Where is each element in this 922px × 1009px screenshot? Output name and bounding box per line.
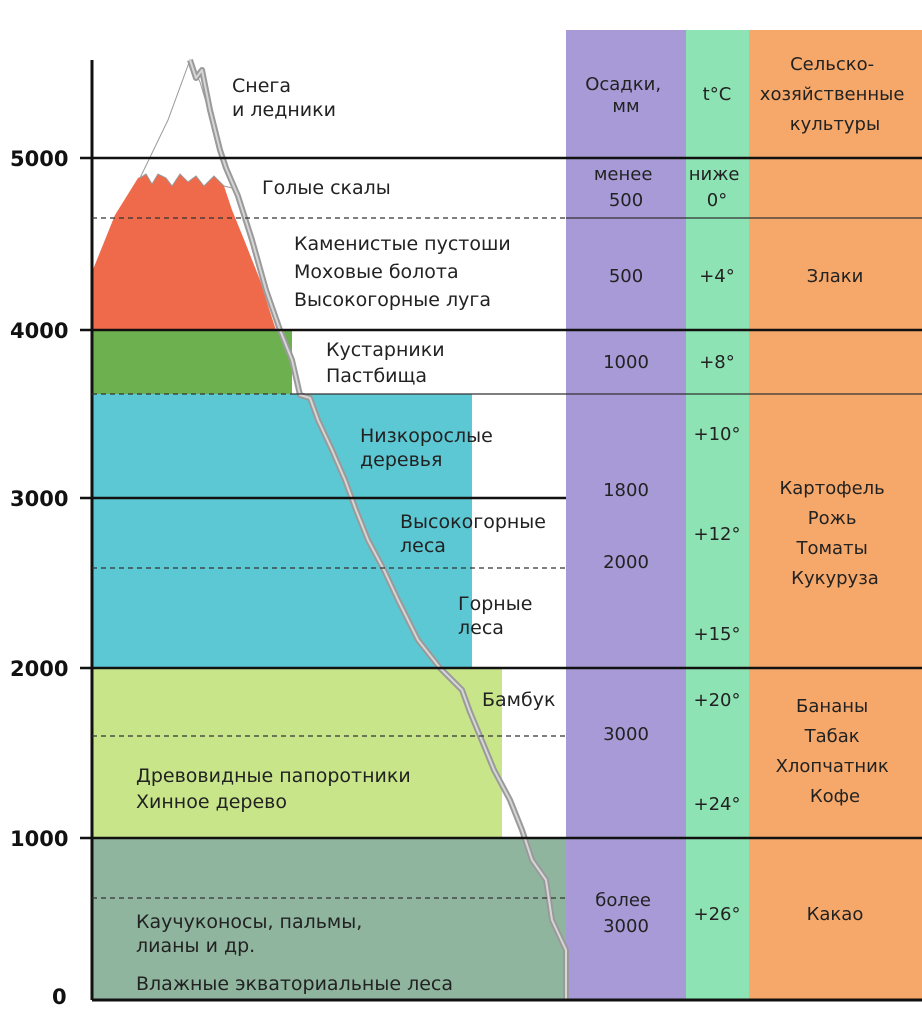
header-temperature: t°C [703,84,732,105]
label-mountain-forests: Горные леса [458,593,538,639]
crops-temperate: Картофель Рожь Томаты Кукуруза [779,478,890,589]
temp-bamboo: +20° [694,690,741,711]
temp-mountain-forests: +15° [694,624,741,645]
tick-0: 0 [52,985,67,1009]
header-precipitation: Осадки, мм [585,74,667,117]
fern-forest-band [92,668,502,838]
precip-low-trees: 1800 [603,480,649,501]
temp-4000-5000: +4° [699,266,735,287]
precip-equatorial: более 3000 [595,890,657,937]
mountain-snow-peak [138,58,233,189]
temp-equatorial: +26° [694,904,741,925]
tick-1000: 1000 [10,827,68,851]
label-low-trees: Низкорослые деревья [360,425,499,471]
equatorial-forest-band [92,838,566,1000]
precip-above-5000: менее 500 [594,164,658,211]
temp-above-5000: ниже 0° [689,164,746,211]
tick-4000: 4000 [10,319,68,343]
label-snow-glaciers: Снега и ледники [232,75,336,121]
label-shrubs-pastures: Кустарники Пастбища [326,339,451,387]
precip-4000-5000: 500 [609,266,643,287]
precip-forests: 2000 [603,552,649,573]
crops-tropical: Бананы Табак Хлопчатник Кофе [776,696,895,807]
label-tree-ferns: Древовидные папоротники Хинное дерево [136,765,417,813]
label-stony-highlands: Каменистые пустоши Моховые болота Высоко… [294,233,517,311]
tick-2000: 2000 [10,657,68,681]
shrub-band [92,330,292,394]
label-bare-rocks: Голые скалы [262,177,391,199]
crops-equatorial: Какао [807,904,864,925]
header-crops: Сельско- хозяйственные культуры [760,54,910,135]
temp-ferns: +24° [694,794,741,815]
temp-high-forests: +12° [694,524,741,545]
temp-shrubs: +8° [699,352,735,373]
bare-rocks-band [92,174,276,330]
mountain-slope-highlight [189,59,567,1000]
label-bamboo: Бамбук [482,689,555,711]
label-high-forests: Высокогорные леса [400,511,552,557]
crops-grains: Злаки [807,266,864,287]
temp-low-trees: +10° [694,424,741,445]
precip-shrubs: 1000 [603,352,649,373]
label-rubber-palms: Каучуконосы, пальмы, лианы и др. [136,911,368,957]
tick-3000: 3000 [10,487,68,511]
tick-5000: 5000 [10,147,68,171]
precip-ferns: 3000 [603,724,649,745]
label-equatorial-forests: Влажные экваториальные леса [136,973,453,995]
